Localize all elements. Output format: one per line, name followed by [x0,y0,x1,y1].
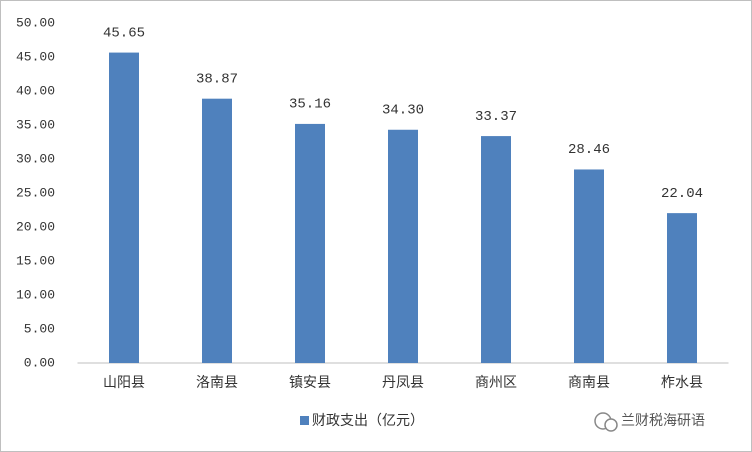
y-tick-label: 20.00 [16,219,55,234]
legend-swatch [300,416,309,425]
data-label: 22.04 [661,186,703,202]
bar [295,123,325,363]
y-tick-label: 10.00 [16,287,55,302]
x-tick-label: 洛南县 [196,375,238,391]
y-tick-label: 35.00 [16,117,55,132]
data-label: 33.37 [475,109,517,125]
bar [667,213,697,363]
y-tick-label: 50.00 [16,15,55,30]
x-tick-label: 柞水县 [661,375,703,391]
data-label: 35.16 [289,97,331,113]
y-tick-label: 25.00 [16,185,55,200]
legend-label: 财政支出（亿元） [312,413,424,429]
bar [574,169,604,363]
y-tick-label: 40.00 [16,83,55,98]
y-tick-label: 30.00 [16,151,55,166]
watermark: 兰财税海研语 [594,412,705,432]
x-tick-label: 商南县 [568,375,610,391]
bar [481,136,511,363]
bar [202,98,232,364]
y-tick-label: 15.00 [16,253,55,268]
bar [109,52,139,363]
x-tick-label: 镇安县 [289,375,331,391]
y-tick-label: 0.00 [24,355,55,370]
watermark-text: 兰财税海研语 [621,413,705,429]
y-tick-label: 45.00 [16,49,55,64]
bar [388,129,418,363]
watermark-icon [604,418,618,432]
x-tick-label: 山阳县 [103,375,145,391]
data-label: 34.30 [382,102,424,118]
data-label: 38.87 [196,71,238,87]
data-label: 28.46 [568,142,610,158]
x-tick-label: 丹凤县 [382,375,424,391]
x-tick-label: 商州区 [475,375,517,391]
y-tick-label: 5.00 [24,321,55,336]
data-label: 45.65 [103,25,145,41]
